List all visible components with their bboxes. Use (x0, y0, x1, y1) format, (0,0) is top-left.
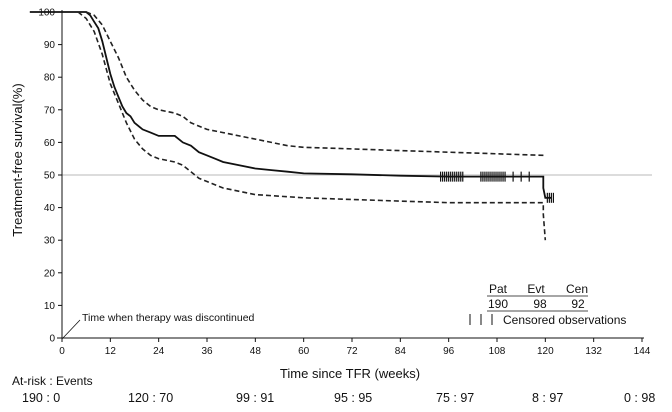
y-tick-label: 70 (44, 105, 56, 116)
x-tick-label: 144 (634, 346, 651, 357)
x-tick-label: 72 (346, 346, 358, 357)
x-tick-label: 120 (537, 346, 554, 357)
legend-text: Censored observations (503, 313, 626, 327)
censor-marks (440, 171, 554, 203)
x-tick-label: 60 (298, 346, 310, 357)
survival-line (29, 11, 552, 199)
at-risk-value: 99 : 91 (236, 391, 274, 405)
at-risk-value: 0 : 98 (624, 391, 655, 405)
at-risk-value: 8 : 97 (532, 391, 563, 405)
at-risk-value: 190 : 0 (22, 391, 60, 405)
at-risk-value: 120 : 70 (128, 391, 173, 405)
table-value-pat: 190 (488, 297, 508, 311)
summary-table: Pat Evt Cen 190 98 92 (487, 282, 588, 312)
y-tick-label: 0 (49, 334, 55, 345)
y-tick-label: 50 (44, 171, 56, 182)
at-risk-label: At-risk : Events (12, 374, 93, 388)
at-risk-value: 75 : 97 (436, 391, 474, 405)
y-tick-label: 80 (44, 73, 56, 84)
y-axis-title: Treatment-free survival(%) (10, 83, 25, 236)
table-value-cen: 92 (571, 297, 585, 311)
series (29, 11, 552, 241)
y-tick-label: 20 (44, 268, 56, 279)
lower-ci-line (77, 11, 547, 241)
censor-legend: Censored observations (469, 313, 626, 327)
x-tick-label: 36 (201, 346, 213, 357)
axes (57, 10, 644, 339)
x-ticks: 0 12 24 36 48 60 72 84 96 108 120 132 144 (59, 338, 651, 357)
x-tick-label: 84 (395, 346, 407, 357)
annotation-leader (61, 319, 81, 340)
x-axis-title: Time since TFR (weeks) (280, 366, 420, 381)
y-tick-label: 90 (44, 40, 56, 51)
table-header-cen: Cen (566, 282, 588, 296)
x-tick-label: 12 (105, 346, 117, 357)
table-value-evt: 98 (533, 297, 547, 311)
y-tick-label: 60 (44, 138, 56, 149)
y-tick-label: 100 (38, 8, 55, 19)
y-tick-label: 30 (44, 236, 56, 247)
y-ticks: 0 10 20 30 40 50 60 70 80 90 100 (38, 8, 62, 345)
table-header-pat: Pat (489, 282, 508, 296)
x-tick-label: 0 (59, 346, 65, 357)
x-tick-label: 48 (250, 346, 262, 357)
at-risk-table: At-risk : Events 190 : 0 120 : 70 99 : 9… (12, 374, 655, 405)
x-tick-label: 24 (153, 346, 165, 357)
y-tick-label: 10 (44, 301, 56, 312)
x-tick-label: 108 (489, 346, 506, 357)
at-risk-value: 95 : 95 (334, 391, 372, 405)
x-tick-label: 96 (443, 346, 455, 357)
annotation-text: Time when therapy was discontinued (82, 312, 255, 324)
x-tick-label: 132 (585, 346, 602, 357)
table-header-evt: Evt (527, 282, 545, 296)
y-tick-label: 40 (44, 203, 56, 214)
